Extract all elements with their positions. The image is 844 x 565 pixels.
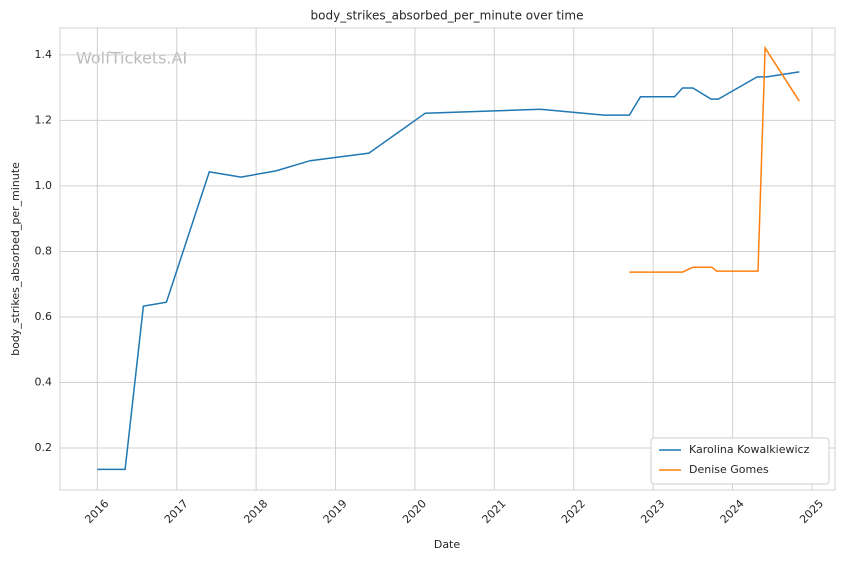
series-line [97,71,800,471]
y-axis-label: body_strikes_absorbed_per_minute [9,162,22,356]
y-tick-label: 0.4 [35,376,53,389]
legend-label: Denise Gomes [689,463,769,476]
y-tick-label: 1.2 [35,113,53,126]
y-tick-label: 1.4 [35,48,53,61]
y-tick-label: 0.6 [35,310,53,323]
y-tick-label: 0.2 [35,441,53,454]
y-tick-label: 1.0 [35,179,53,192]
plot-frame [59,27,836,491]
x-axis-label: Date [434,538,461,551]
legend-label: Karolina Kowalkiewicz [689,443,810,456]
y-tick-label: 0.8 [35,244,53,257]
series-line [629,45,800,273]
legend-box [650,437,830,485]
legend: Karolina Kowalkiewicz Denise Gomes [650,437,830,485]
watermark: WolfTickets.AI [76,49,187,68]
chart-title: body_strikes_absorbed_per_minute over ti… [311,9,584,23]
